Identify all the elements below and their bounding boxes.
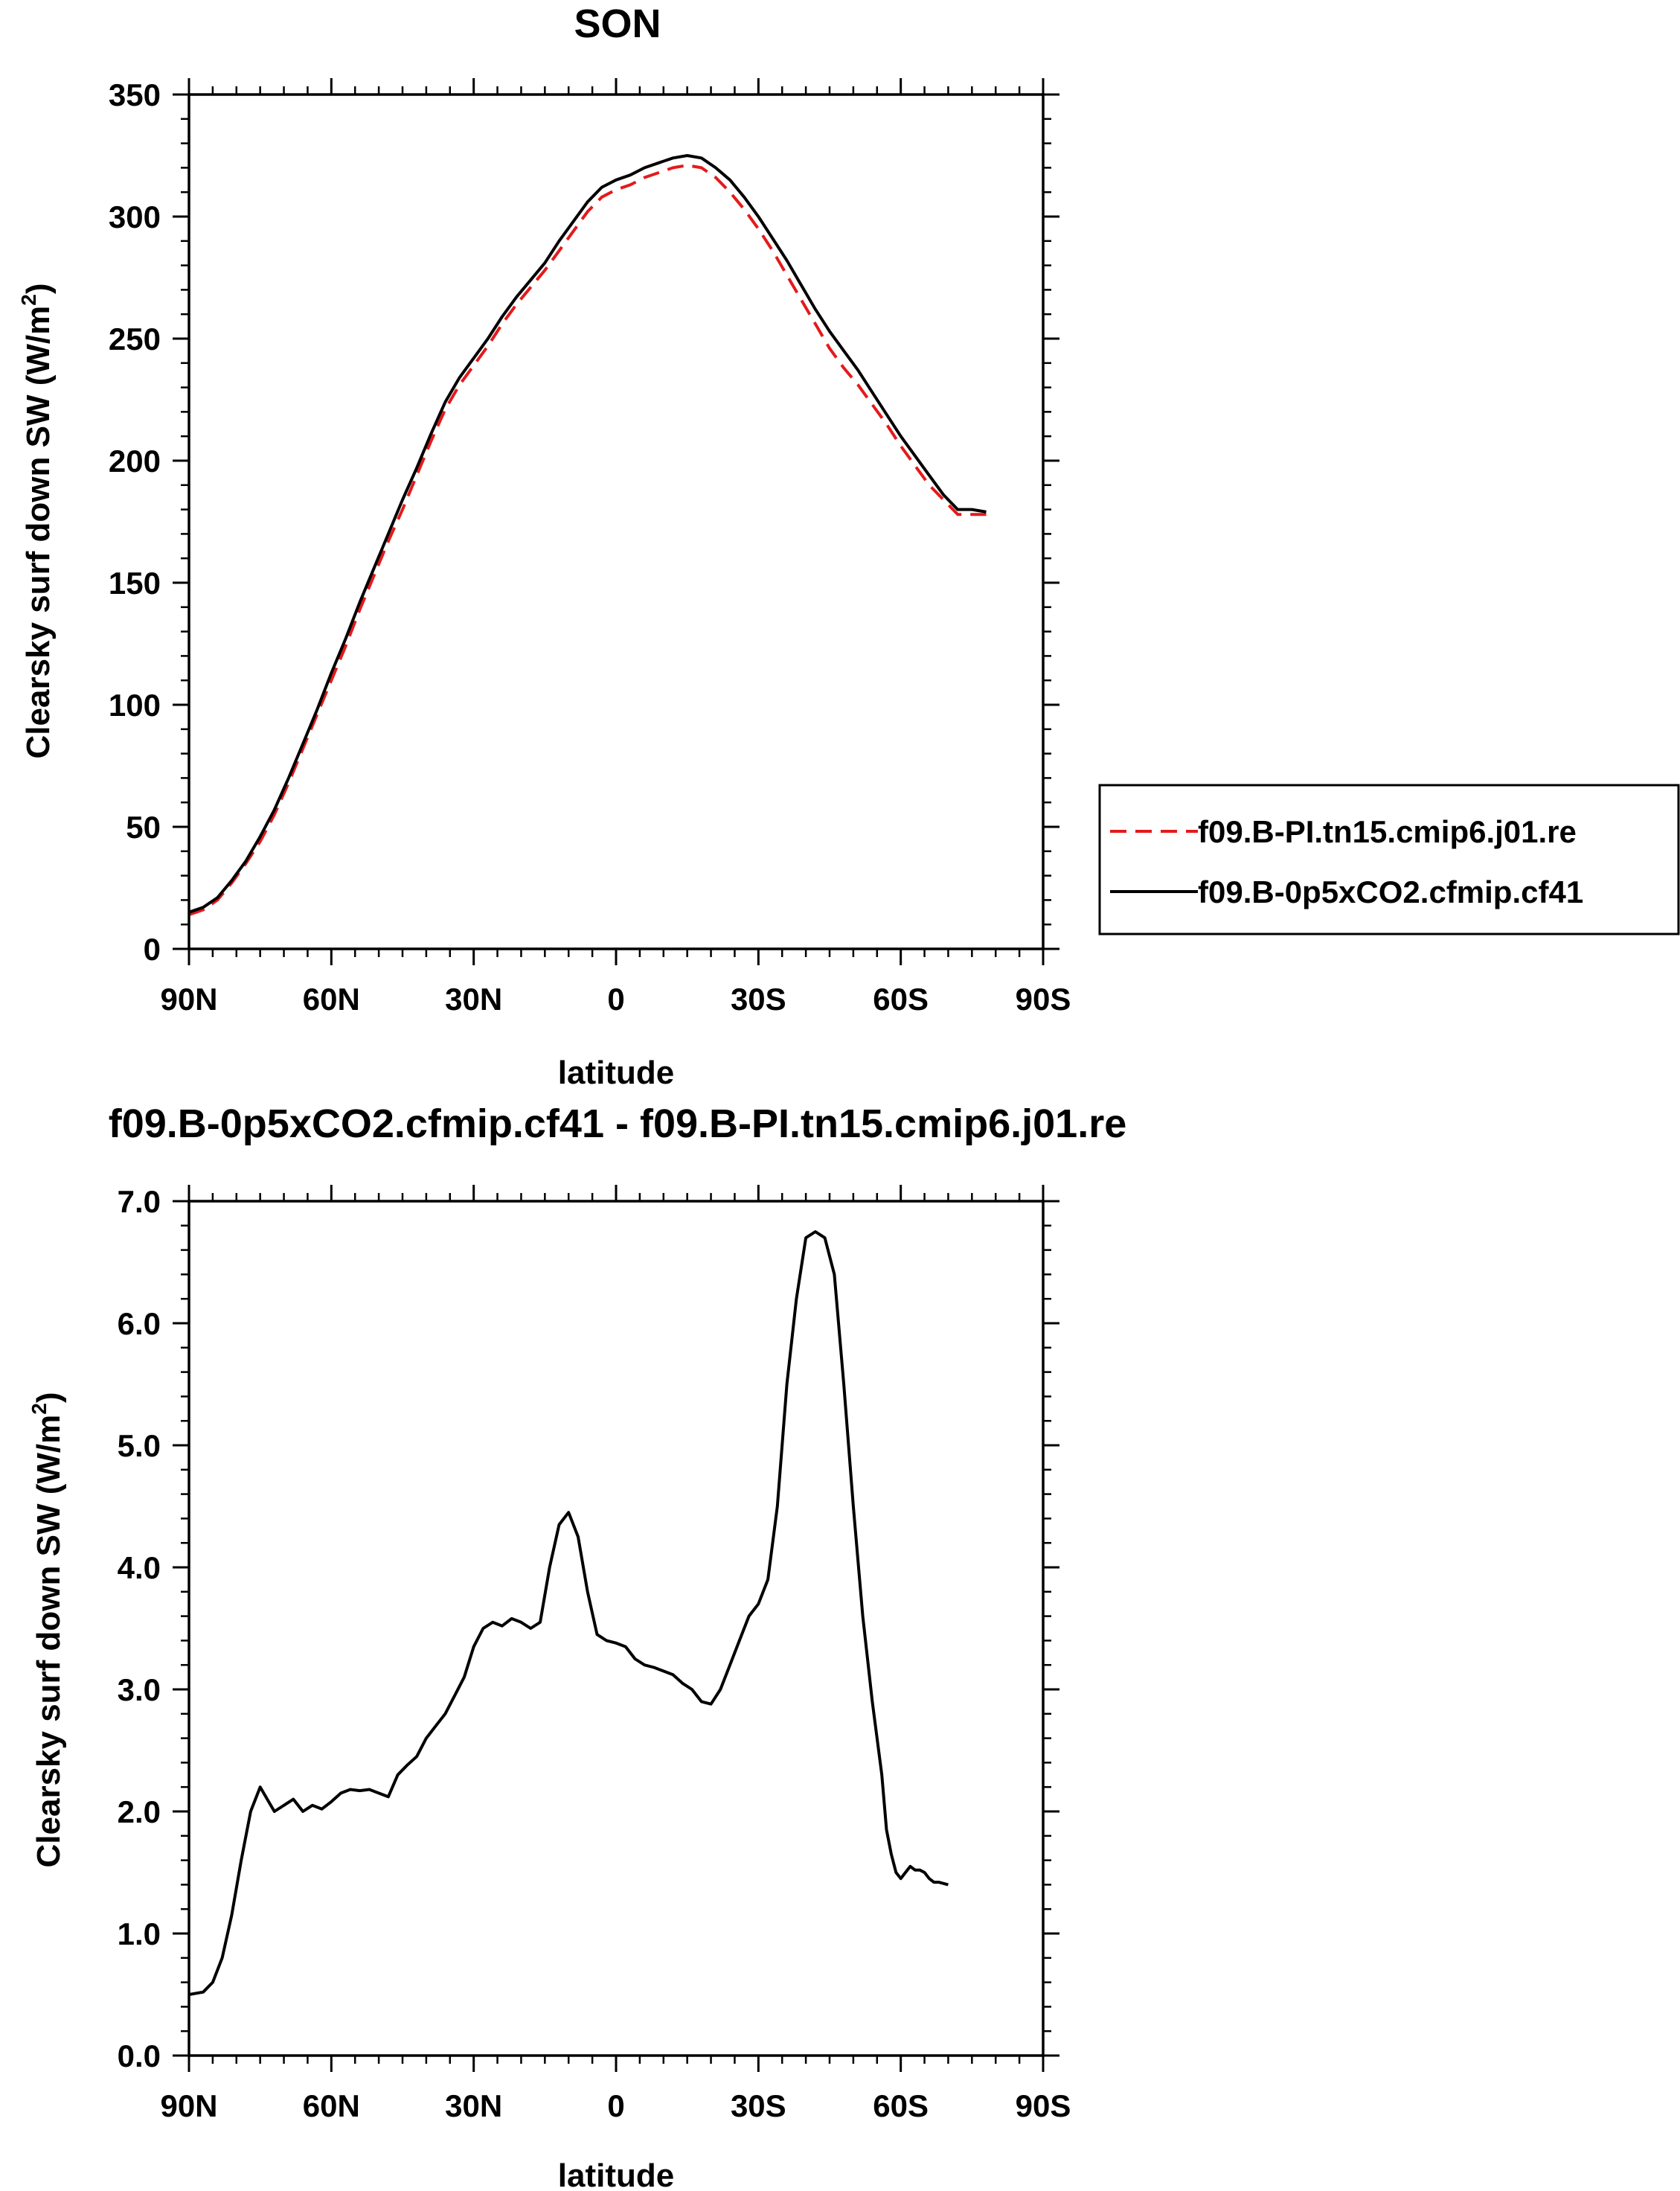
- y-tick-label: 350: [109, 77, 161, 112]
- bottom-panel-title: f09.B-0p5xCO2.cfmip.cf41 - f09.B-PI.tn15…: [109, 1101, 1127, 1146]
- x-tick-label: 0: [607, 982, 624, 1017]
- top-panel-tick-marks: [173, 78, 1059, 965]
- top-panel: SON 90N 60N 30N 0 30S 60S 90S 0 50 100 150 200 250 3…: [17, 1, 1680, 1091]
- y-tick-label: 5.0: [118, 1428, 161, 1463]
- bottom-panel-plot-frame: [187, 1200, 1045, 2057]
- top-panel-x-tick-labels: 90N 60N 30N 0 30S 60S 90S: [160, 982, 1071, 1017]
- x-tick-label: 30N: [445, 982, 502, 1017]
- top-panel-plot-frame: [187, 93, 1045, 950]
- y-tick-label: 150: [109, 566, 161, 601]
- top-panel-title: SON: [574, 1, 661, 46]
- bottom-panel-tick-marks: [173, 1185, 1059, 2072]
- top-panel-x-axis-label: latitude: [558, 1055, 674, 1091]
- legend-label-0p5xco2: f09.B-0p5xCO2.cfmip.cf41: [1198, 874, 1583, 909]
- bottom-panel-y-axis-label: Clearsky surf down SW (W/m2): [28, 1392, 67, 1868]
- legend-label-pi: f09.B-PI.tn15.cmip6.j01.re: [1198, 814, 1577, 849]
- x-tick-label: 0: [607, 2088, 624, 2123]
- x-tick-label: 30S: [731, 982, 786, 1017]
- x-tick-label: 90S: [1016, 2088, 1071, 2123]
- x-tick-label: 90N: [160, 982, 217, 1017]
- x-tick-label: 60S: [873, 2088, 929, 2123]
- x-tick-label: 90N: [160, 2088, 217, 2123]
- series-line-difference: [188, 1230, 949, 1996]
- x-tick-label: 60S: [873, 982, 929, 1017]
- x-tick-label: 60N: [303, 982, 360, 1017]
- bottom-panel: f09.B-0p5xCO2.cfmip.cf41 - f09.B-PI.tn15…: [28, 1101, 1126, 2191]
- y-tick-label: 200: [109, 444, 161, 479]
- y-tick-label: 3.0: [118, 1672, 161, 1707]
- y-tick-label: 0.0: [118, 2038, 161, 2073]
- y-tick-label: 0: [144, 932, 161, 967]
- y-tick-label: 100: [109, 688, 161, 723]
- y-tick-label: 250: [109, 322, 161, 356]
- series-line-f09-b-pi-tn15-cmip6-j01-re: [188, 164, 987, 916]
- legend-box: [1098, 784, 1680, 935]
- y-tick-label: 50: [126, 810, 161, 845]
- y-tick-label: 7.0: [118, 1184, 161, 1219]
- x-tick-label: 60N: [303, 2088, 360, 2123]
- bottom-panel-y-tick-labels: 0.0 1.0 2.0 3.0 4.0 5.0 6.0 7.0: [118, 1184, 161, 2073]
- x-tick-label: 30S: [731, 2088, 786, 2123]
- x-tick-label: 90S: [1016, 982, 1071, 1017]
- y-tick-label: 2.0: [118, 1794, 161, 1829]
- top-panel-y-axis-label: Clearsky surf down SW (W/m2): [17, 284, 57, 759]
- bottom-panel-x-tick-labels: 90N 60N 30N 0 30S 60S 90S: [160, 2088, 1071, 2123]
- y-tick-label: 300: [109, 199, 161, 234]
- y-tick-label: 1.0: [118, 1916, 161, 1951]
- legend: f09.B-PI.tn15.cmip6.j01.re f09.B-0p5xCO2…: [1098, 784, 1680, 935]
- series-line-f09-b-0p5xco2-cfmip-cf41: [188, 154, 987, 914]
- bottom-panel-series-lines: [188, 1230, 949, 1996]
- bottom-panel-x-axis-label: latitude: [558, 2158, 674, 2191]
- x-tick-label: 30N: [445, 2088, 502, 2123]
- y-tick-label: 4.0: [118, 1550, 161, 1585]
- y-tick-label: 6.0: [118, 1306, 161, 1341]
- top-panel-series-lines: [188, 154, 987, 916]
- top-panel-y-tick-labels: 0 50 100 150 200 250 300 350: [109, 77, 161, 967]
